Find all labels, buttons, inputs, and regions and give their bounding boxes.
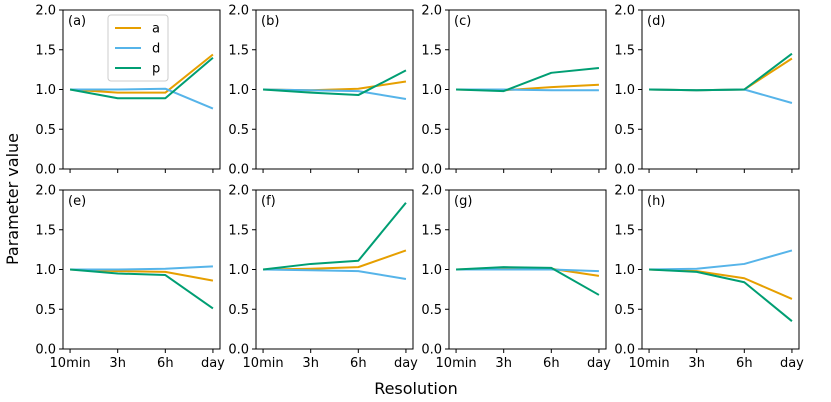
- y-tick-label: 1.0: [614, 263, 635, 278]
- y-tick-label: 2.0: [421, 4, 442, 19]
- panel-label: (b): [261, 14, 279, 29]
- y-tick-label: 1.5: [35, 43, 56, 58]
- legend-label-a: a: [152, 22, 160, 37]
- x-tick-label: day: [587, 356, 611, 371]
- y-tick-label: 1.0: [421, 83, 442, 98]
- y-tick-label: 0.0: [421, 343, 442, 358]
- panel-f: 0.0 0.5 1.0 1.5 2.0 10min 3h 6h day (f): [228, 184, 418, 372]
- y-tick-label: 1.5: [614, 223, 635, 238]
- y-tick-label: 1.5: [421, 43, 442, 58]
- y-tick-label: 0.5: [614, 123, 635, 138]
- panel-label: (e): [68, 194, 86, 209]
- y-tick-label: 1.5: [228, 43, 249, 58]
- y-tick-label: 0.5: [35, 123, 56, 138]
- series-line-p: [649, 52, 793, 92]
- series-line-a: [69, 53, 214, 94]
- x-tick-label: 3h: [495, 356, 512, 371]
- x-tick-label: 6h: [736, 356, 753, 371]
- y-tick-label: 0.0: [228, 163, 249, 178]
- x-axis-title: Resolution: [374, 379, 458, 398]
- y-tick-label: 2.0: [228, 4, 249, 19]
- y-tick-label: 0.0: [35, 343, 56, 358]
- y-tick-label: 1.5: [228, 223, 249, 238]
- panel-label: (g): [454, 194, 472, 209]
- x-tick-label: 3h: [688, 356, 705, 371]
- x-tick-label: 3h: [109, 356, 126, 371]
- y-tick-label: 0.5: [228, 303, 249, 318]
- series-line-d: [263, 88, 407, 101]
- legend-label-p: p: [152, 62, 160, 77]
- series-line-p: [69, 268, 214, 310]
- y-tick-label: 0.5: [35, 303, 56, 318]
- panel-c: 0.0 0.5 1.0 1.5 2.0 (c): [421, 4, 607, 178]
- series-line-d: [649, 249, 793, 271]
- y-tick-label: 1.0: [421, 263, 442, 278]
- y-tick-label: 1.5: [35, 223, 56, 238]
- series-line-d: [70, 87, 214, 110]
- y-tick-label: 1.0: [614, 83, 635, 98]
- series-line-d: [263, 268, 407, 281]
- panel-e: 0.0 0.5 1.0 1.5 2.0 10min 3h 6h day (e): [35, 184, 225, 372]
- x-tick-label: 10min: [436, 356, 477, 371]
- y-tick-label: 0.5: [614, 303, 635, 318]
- x-tick-label: 10min: [50, 356, 91, 371]
- y-tick-label: 1.5: [614, 43, 635, 58]
- y-tick-label: 1.0: [35, 83, 56, 98]
- x-tick-label: day: [780, 356, 804, 371]
- panel-label: (c): [454, 14, 471, 29]
- series-line-p: [456, 266, 600, 296]
- panel-b: 0.0 0.5 1.0 1.5 2.0 (b): [228, 4, 414, 178]
- panel-h: 0.0 0.5 1.0 1.5 2.0 10min 3h 6h day (h): [614, 184, 804, 372]
- series-line-d: [70, 265, 213, 271]
- legend: adp: [107, 14, 169, 82]
- panel-g: 0.0 0.5 1.0 1.5 2.0 10min 3h 6h day (g): [421, 184, 611, 372]
- series-line-d: [649, 88, 793, 104]
- series-line-a: [649, 268, 793, 300]
- y-tick-label: 2.0: [614, 4, 635, 19]
- series-line-d: [456, 268, 599, 273]
- y-tick-label: 0.0: [421, 163, 442, 178]
- y-tick-label: 0.5: [421, 123, 442, 138]
- x-tick-label: 6h: [157, 356, 174, 371]
- y-tick-label: 2.0: [421, 184, 442, 199]
- y-tick-label: 2.0: [228, 184, 249, 199]
- y-tick-label: 1.0: [228, 83, 249, 98]
- y-tick-label: 0.0: [228, 343, 249, 358]
- x-tick-label: 6h: [350, 356, 367, 371]
- panel-label: (h): [647, 194, 665, 209]
- y-tick-label: 0.5: [421, 303, 442, 318]
- y-tick-label: 0.0: [35, 163, 56, 178]
- y-tick-label: 0.5: [228, 123, 249, 138]
- y-tick-label: 2.0: [35, 4, 56, 19]
- panel-label: (f): [261, 194, 276, 209]
- y-tick-label: 2.0: [35, 184, 56, 199]
- series-line-p: [69, 56, 214, 100]
- panel-a: 0.0 0.5 1.0 1.5 2.0 (a): [35, 4, 221, 178]
- panel-label: (d): [647, 14, 665, 29]
- y-tick-label: 0.0: [614, 163, 635, 178]
- x-tick-label: day: [394, 356, 418, 371]
- y-tick-label: 1.0: [228, 263, 249, 278]
- series-line-p: [262, 202, 407, 271]
- x-tick-label: 10min: [629, 356, 670, 371]
- panel-d: 0.0 0.5 1.0 1.5 2.0 (d): [614, 4, 800, 178]
- series-line-p: [649, 268, 793, 322]
- legend-label-d: d: [152, 42, 160, 57]
- x-tick-label: 3h: [302, 356, 319, 371]
- panels-group: 0.00.51.01.52.0(a)0.00.51.01.52.0(b)0.00…: [35, 4, 804, 372]
- y-axis-title: Parameter value: [3, 133, 22, 265]
- series-line-p: [456, 67, 600, 93]
- series-line-p: [262, 69, 407, 97]
- y-tick-label: 2.0: [614, 184, 635, 199]
- panel-label: (a): [68, 14, 86, 29]
- x-tick-label: 10min: [243, 356, 284, 371]
- y-tick-label: 1.0: [35, 263, 56, 278]
- series-line-a: [649, 57, 793, 92]
- y-tick-label: 0.0: [614, 343, 635, 358]
- y-tick-label: 1.5: [421, 223, 442, 238]
- x-tick-label: day: [201, 356, 225, 371]
- x-tick-label: 6h: [543, 356, 560, 371]
